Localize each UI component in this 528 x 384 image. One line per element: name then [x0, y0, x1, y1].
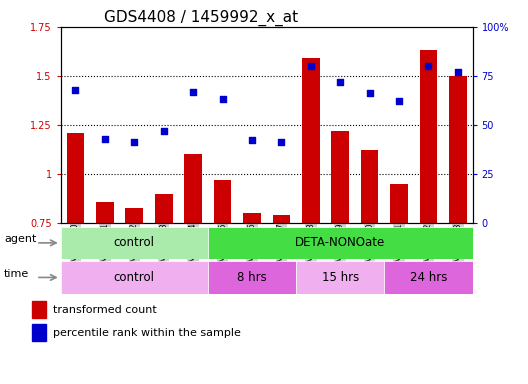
- Point: [218, 96, 227, 103]
- Bar: [126, 208, 143, 223]
- Point: [101, 136, 109, 142]
- Bar: [96, 202, 114, 223]
- Point: [159, 127, 168, 134]
- Point: [454, 69, 462, 75]
- Bar: [67, 132, 84, 223]
- Point: [424, 63, 432, 69]
- Bar: [332, 131, 349, 223]
- Point: [71, 86, 80, 93]
- Bar: [384, 261, 473, 294]
- Bar: [32, 324, 45, 341]
- Bar: [32, 301, 45, 318]
- Point: [395, 98, 403, 104]
- Bar: [184, 154, 202, 223]
- Point: [248, 137, 256, 144]
- Bar: [449, 76, 467, 223]
- Text: DETA-NONOate: DETA-NONOate: [295, 237, 385, 249]
- Bar: [361, 150, 379, 223]
- Bar: [208, 261, 296, 294]
- Bar: [155, 194, 173, 223]
- Bar: [296, 261, 384, 294]
- Point: [277, 139, 286, 146]
- Text: agent: agent: [4, 234, 36, 244]
- Point: [189, 88, 197, 94]
- Bar: [61, 261, 208, 294]
- Text: 24 hrs: 24 hrs: [410, 271, 447, 284]
- Text: transformed count: transformed count: [53, 305, 156, 314]
- Text: control: control: [114, 237, 155, 249]
- Text: 15 hrs: 15 hrs: [322, 271, 359, 284]
- Bar: [390, 184, 408, 223]
- Point: [130, 139, 138, 146]
- Bar: [243, 213, 261, 223]
- Point: [307, 63, 315, 69]
- Point: [336, 79, 344, 85]
- Bar: [61, 227, 208, 259]
- Bar: [208, 227, 473, 259]
- Text: GDS4408 / 1459992_x_at: GDS4408 / 1459992_x_at: [103, 10, 298, 26]
- Text: control: control: [114, 271, 155, 284]
- Text: time: time: [4, 268, 30, 279]
- Bar: [420, 50, 437, 223]
- Text: 8 hrs: 8 hrs: [237, 271, 267, 284]
- Bar: [302, 58, 319, 223]
- Bar: [272, 215, 290, 223]
- Bar: [214, 180, 231, 223]
- Text: percentile rank within the sample: percentile rank within the sample: [53, 328, 240, 338]
- Point: [365, 90, 374, 96]
